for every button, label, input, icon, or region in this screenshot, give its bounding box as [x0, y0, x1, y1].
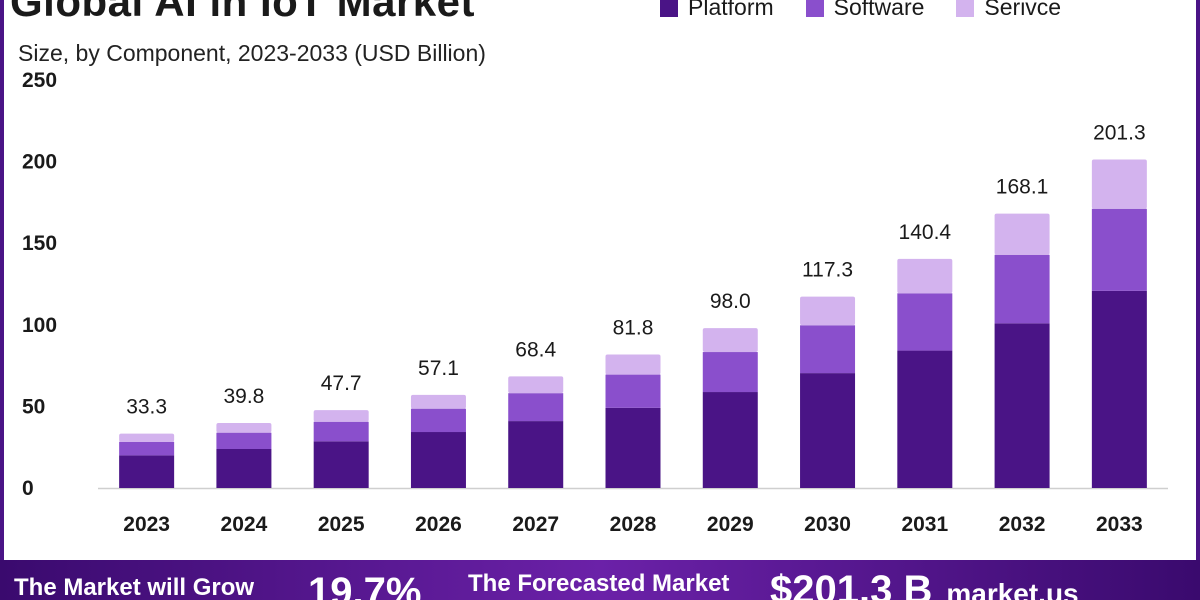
chart-legend: Platform Software Serivce — [660, 0, 1061, 21]
x-tick-label: 2030 — [804, 513, 851, 536]
bar-segment-platform — [508, 421, 564, 488]
legend-swatch-platform — [660, 0, 678, 17]
bar-segment-platform — [605, 407, 661, 488]
footer-forecast-value: $201.3 B market.us — [770, 568, 1079, 600]
bar-total-label: 57.1 — [418, 357, 459, 380]
bar-segment-software — [1091, 208, 1147, 291]
bar-segment-software — [410, 408, 466, 433]
bar-total-label: 117.3 — [802, 259, 853, 282]
bar-segment-platform — [1091, 290, 1147, 488]
x-tick-label: 2029 — [707, 513, 754, 536]
left-border — [0, 0, 4, 600]
bar-segment-software — [702, 352, 758, 393]
legend-item-software: Software — [805, 0, 925, 21]
y-tick-label: 50 — [22, 395, 45, 418]
legend-swatch-service — [956, 0, 975, 17]
bar-segment-platform — [702, 392, 758, 488]
footer-cagr-value: 19.7% — [308, 570, 422, 600]
x-tick-label: 2027 — [512, 513, 559, 536]
x-tick-label: 2023 — [123, 513, 170, 536]
y-tick-label: 0 — [22, 477, 34, 500]
legend-label-software: Software — [833, 0, 925, 20]
bar-segment-platform — [410, 432, 466, 488]
x-tick-label: 2028 — [610, 513, 657, 536]
x-tick-label: 2031 — [901, 513, 948, 536]
bar-segment-platform — [994, 323, 1050, 488]
bar-total-label: 33.3 — [126, 396, 167, 419]
bar-segment-software — [313, 421, 369, 442]
right-border — [1196, 0, 1200, 600]
legend-item-service: Serivce — [956, 0, 1061, 21]
bar-segment-platform — [216, 448, 272, 488]
bar-segment-software — [605, 374, 661, 408]
y-tick-label: 250 — [22, 69, 57, 92]
legend-item-platform: Platform — [660, 0, 774, 21]
footer-grow-text: The Market will Grow — [14, 574, 255, 600]
bar-total-label: 47.7 — [321, 372, 362, 395]
bar-segment-software — [897, 293, 953, 351]
bar-segment-software — [119, 441, 175, 456]
chart-title: Global AI in IoT Market — [10, 0, 475, 25]
bar-segment-serivce — [119, 433, 175, 442]
bar-segment-serivce — [800, 296, 856, 326]
bar-total-label: 39.8 — [223, 385, 264, 408]
footer-forecast-amount: $201.3 B — [770, 568, 933, 600]
bar-segment-serivce — [508, 376, 564, 394]
bar-segment-serivce — [216, 423, 272, 433]
x-tick-label: 2026 — [415, 513, 462, 536]
y-tick-label: 150 — [22, 232, 57, 255]
footer-forecast-text: The Forecasted Market — [468, 570, 730, 597]
bar-segment-software — [994, 254, 1050, 324]
legend-swatch-software — [805, 0, 824, 17]
x-tick-label: 2033 — [1096, 513, 1143, 536]
bar-segment-serivce — [313, 410, 369, 422]
bar-segment-serivce — [702, 328, 758, 353]
x-tick-label: 2024 — [221, 513, 268, 536]
bar-segment-platform — [800, 373, 856, 488]
bar-total-label: 68.4 — [515, 338, 556, 361]
bar-segment-platform — [313, 441, 369, 488]
chart-subtitle: Size, by Component, 2023-2033 (USD Billi… — [18, 40, 486, 66]
legend-label-platform: Platform — [688, 0, 774, 20]
x-tick-label: 2025 — [318, 513, 365, 536]
bar-segment-software — [508, 393, 564, 422]
bar-total-label: 98.0 — [710, 290, 751, 313]
bar-total-label: 168.1 — [996, 176, 1049, 199]
x-tick-label: 2032 — [999, 513, 1046, 536]
bar-total-label: 140.4 — [899, 221, 952, 244]
bar-segment-platform — [119, 455, 175, 488]
footer-brand-text: market.us — [946, 578, 1079, 600]
bar-segment-serivce — [897, 258, 953, 294]
bar-segment-software — [800, 325, 856, 374]
bar-total-label: 201.3 — [1093, 121, 1146, 144]
bar-segment-software — [216, 432, 272, 449]
y-tick-label: 200 — [22, 151, 57, 174]
bar-segment-serivce — [994, 213, 1050, 255]
bar-segment-serivce — [1091, 159, 1147, 209]
bar-segment-platform — [897, 350, 953, 488]
bar-segment-serivce — [410, 394, 466, 409]
y-tick-label: 100 — [22, 314, 57, 337]
legend-label-service: Serivce — [984, 0, 1062, 20]
footer-banner: The Market will Grow 19.7% The Forecaste… — [0, 560, 1200, 600]
bar-segment-serivce — [605, 354, 661, 375]
bar-total-label: 81.8 — [613, 317, 654, 340]
